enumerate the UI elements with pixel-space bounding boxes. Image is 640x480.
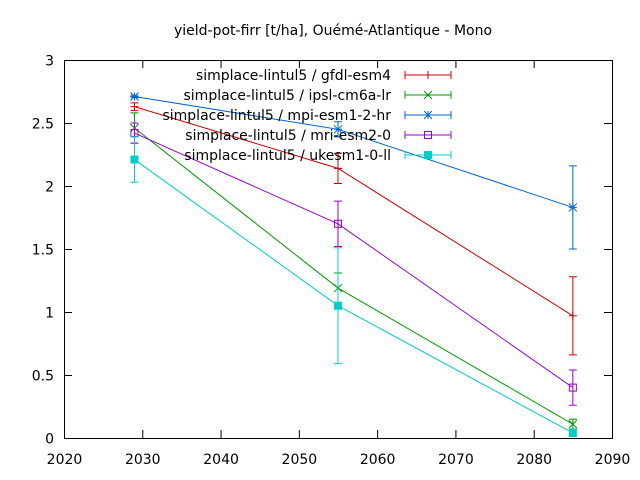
point-marker	[423, 90, 433, 100]
point-marker	[334, 164, 342, 173]
point-marker	[568, 311, 577, 320]
series-line	[134, 127, 574, 425]
error-bar	[334, 200, 342, 247]
legend-label: simplace-lintul5 / gfdl-esm4	[196, 68, 391, 84]
point-marker	[130, 155, 139, 164]
point-marker	[334, 219, 342, 228]
point-marker	[424, 131, 432, 139]
series-1	[130, 102, 577, 356]
legend-bar-caps	[404, 151, 452, 159]
x-tick-label: 2060	[360, 452, 396, 468]
x-tick-label: 2030	[125, 452, 161, 468]
legend-label: simplace-lintul5 / mpi-esm1-2-hr	[162, 108, 391, 124]
series-line	[134, 159, 574, 434]
point-marker	[333, 124, 343, 134]
series-5	[130, 136, 577, 437]
series-3	[130, 92, 578, 250]
legend-bar-caps	[404, 71, 452, 79]
y-tick-label: 2	[45, 180, 54, 196]
series-layer	[130, 92, 578, 437]
y-tick-label: 0	[45, 432, 54, 448]
legend-bar-caps	[404, 91, 452, 99]
legend: simplace-lintul5 / gfdl-esm4 simplace-lin…	[162, 68, 452, 164]
point-marker	[334, 301, 342, 310]
y-tick-label: 2.5	[32, 117, 54, 133]
legend-item: simplace-lintul5 / mpi-esm1-2-hr	[162, 108, 452, 124]
x-tick-label: 2040	[203, 452, 239, 468]
x-tick-label: 2020	[47, 452, 83, 468]
point-marker	[423, 110, 433, 120]
x-tick-label: 2080	[516, 452, 552, 468]
point-marker	[568, 383, 577, 392]
y-tick-label: 3	[45, 54, 54, 70]
error-bar	[568, 369, 577, 406]
legend-bar-caps	[404, 111, 452, 119]
legend-item: simplace-lintul5 / ukesm1-0-ll	[184, 148, 452, 164]
legend-item: simplace-lintul5 / gfdl-esm4	[196, 68, 452, 84]
x-tick-label: 2050	[282, 452, 318, 468]
axis-ticks: 2020 2030 2040 2050 2060 2070 2080 2090 0 0.5 1 1.5…	[32, 54, 631, 469]
point-marker	[424, 71, 432, 79]
y-tick-label: 1.5	[32, 243, 54, 259]
x-tick-label: 2090	[595, 452, 631, 468]
point-marker	[568, 428, 577, 437]
legend-item: simplace-lintul5 / mri-esm2-0	[185, 128, 452, 144]
legend-label: simplace-lintul5 / mri-esm2-0	[185, 128, 391, 144]
legend-label: simplace-lintul5 / ipsl-cm6a-lr	[184, 88, 392, 104]
legend-bar-caps	[404, 131, 452, 139]
y-tick-label: 1	[45, 306, 54, 322]
chart-title: yield-pot-firr [t/ha], Ouémé-Atlantique …	[174, 23, 492, 39]
y-tick-label: 0.5	[32, 369, 54, 385]
series-4	[130, 122, 577, 406]
point-marker	[568, 203, 578, 212]
legend-label: simplace-lintul5 / ukesm1-0-ll	[184, 148, 391, 164]
x-tick-label: 2070	[438, 452, 474, 468]
point-marker	[130, 92, 139, 101]
point-marker	[568, 419, 578, 429]
legend-item: simplace-lintul5 / ipsl-cm6a-lr	[184, 88, 452, 104]
point-marker	[130, 102, 139, 111]
point-marker	[424, 151, 432, 159]
series-line	[134, 132, 574, 389]
